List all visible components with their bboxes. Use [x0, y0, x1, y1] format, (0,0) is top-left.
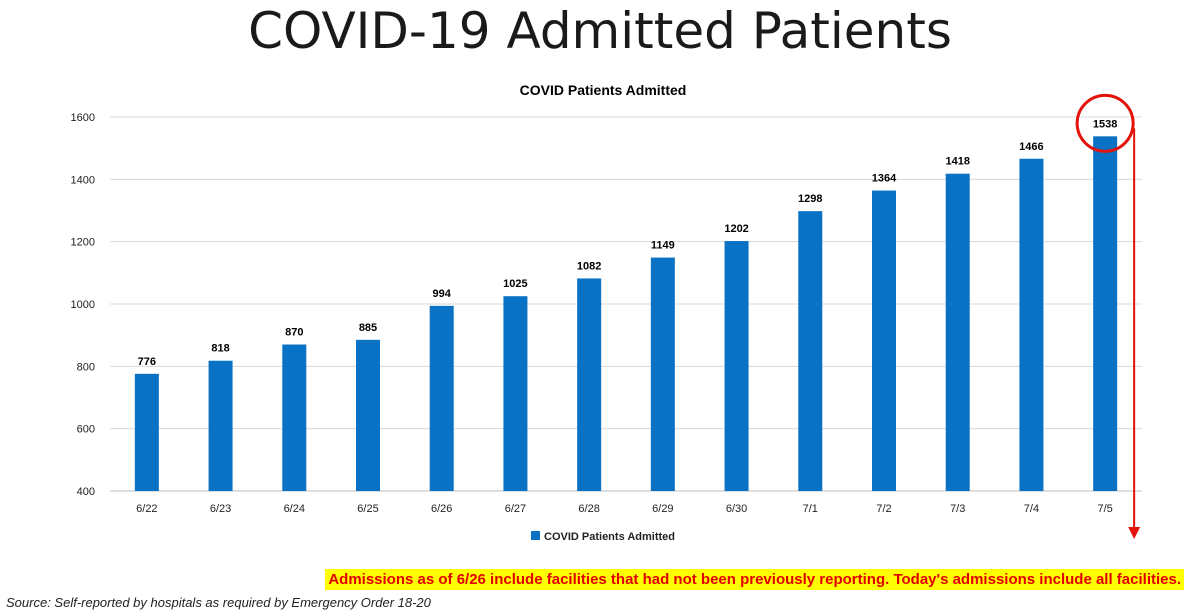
- bar: [945, 173, 970, 491]
- y-tick-label: 1200: [71, 237, 95, 249]
- data-label: 1082: [577, 260, 601, 272]
- bar: [429, 305, 454, 491]
- x-tick-label: 6/26: [431, 503, 452, 515]
- bar: [1019, 158, 1044, 491]
- y-tick-label: 600: [77, 424, 95, 436]
- bar-chart: COVID Patients Admitted 400 600 800 1000 120…: [71, 82, 1142, 543]
- data-label: 1202: [724, 223, 748, 235]
- source-note: Source: Self-reported by hospitals as re…: [6, 595, 431, 610]
- x-tick-label: 6/29: [652, 503, 673, 515]
- data-label: 994: [433, 288, 452, 300]
- x-tick-label: 7/2: [876, 503, 891, 515]
- y-tick-label: 1000: [71, 299, 95, 311]
- y-axis: 400 600 800 1000 1200 1400 1600: [71, 112, 95, 498]
- data-label: 776: [138, 356, 156, 368]
- data-label: 885: [359, 322, 377, 334]
- bar: [798, 211, 823, 491]
- x-tick-label: 7/4: [1024, 503, 1039, 515]
- y-tick-label: 1400: [71, 174, 95, 186]
- data-label: 870: [285, 327, 303, 339]
- y-tick-label: 1600: [71, 112, 95, 124]
- chart-title: COVID Patients Admitted: [520, 82, 687, 98]
- bar: [208, 360, 233, 491]
- data-label: 818: [211, 343, 229, 355]
- x-tick-label: 7/1: [803, 503, 818, 515]
- legend: COVID Patients Admitted: [531, 531, 675, 543]
- highlight-annotation: [1075, 93, 1141, 539]
- x-tick-label: 6/30: [726, 503, 747, 515]
- y-tick-label: 400: [77, 486, 95, 498]
- data-label: 1025: [503, 278, 527, 290]
- bar: [1093, 136, 1118, 491]
- x-tick-label: 6/24: [284, 503, 305, 515]
- bar: [577, 278, 602, 491]
- x-tick-label: 6/27: [505, 503, 526, 515]
- data-label: 1538: [1093, 118, 1117, 130]
- gridlines: [110, 116, 1142, 492]
- legend-swatch: [531, 531, 540, 540]
- x-tick-label: 6/23: [210, 503, 231, 515]
- data-label: 1364: [872, 173, 897, 185]
- x-tick-label: 7/3: [950, 503, 965, 515]
- data-label: 1418: [945, 156, 969, 168]
- data-label: 1298: [798, 193, 822, 205]
- legend-label: COVID Patients Admitted: [544, 531, 675, 543]
- data-labels: 776 818 870 885 994 1025 1082 1149 1202 1298 1364 1…: [138, 118, 1118, 367]
- x-tick-label: 6/22: [136, 503, 157, 515]
- bar: [724, 241, 749, 491]
- highlight-arrow-head: [1128, 527, 1141, 539]
- disclaimer-note: Admissions as of 6/26 include facilities…: [325, 569, 1184, 590]
- bar: [650, 257, 675, 491]
- page-title: COVID-19 Admitted Patients: [248, 2, 952, 60]
- x-axis: 6/22 6/23 6/24 6/25 6/26 6/27 6/28 6/29 6/30 7/1 7…: [136, 503, 1113, 515]
- bars: [134, 136, 1118, 491]
- highlight-circle: [1075, 93, 1135, 153]
- y-tick-label: 800: [77, 361, 95, 373]
- x-tick-label: 7/5: [1097, 503, 1112, 515]
- bar: [134, 373, 159, 491]
- data-label: 1466: [1019, 141, 1043, 153]
- bar: [356, 339, 380, 491]
- bar: [282, 344, 307, 491]
- x-tick-label: 6/28: [578, 503, 599, 515]
- data-label: 1149: [651, 240, 675, 252]
- x-tick-label: 6/25: [357, 503, 378, 515]
- bar: [872, 190, 896, 491]
- bar: [503, 296, 528, 491]
